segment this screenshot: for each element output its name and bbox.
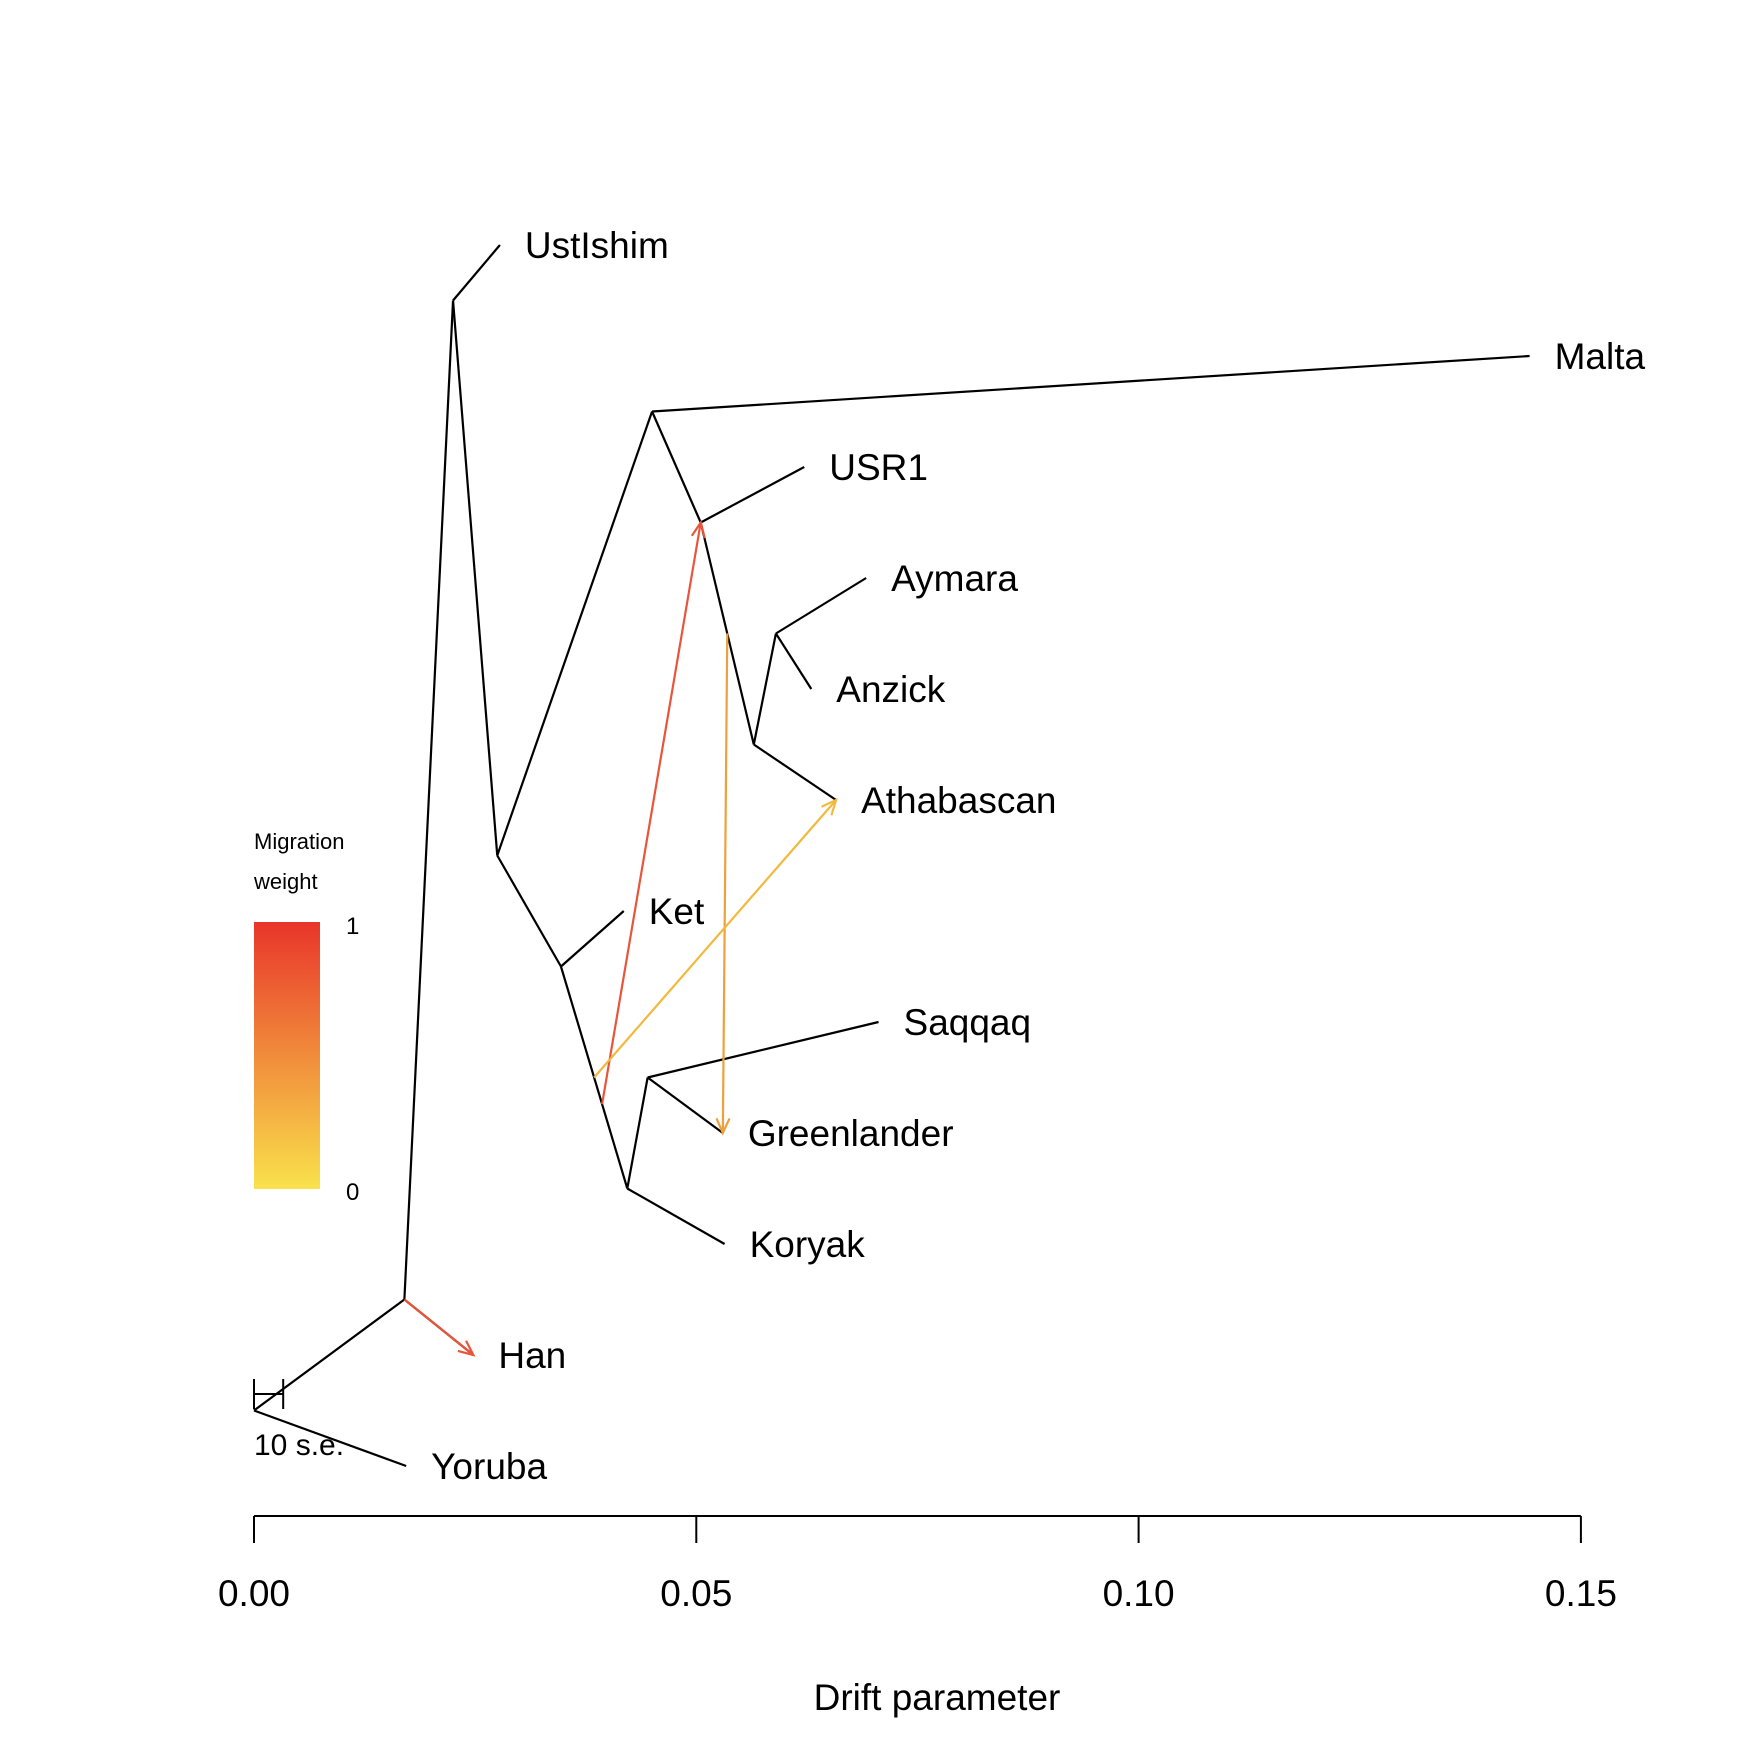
- tree-edge-n3-n4: [496, 411, 654, 856]
- tree-edge-n9-n10: [626, 1077, 649, 1189]
- migration-arrowhead-1: [457, 1340, 476, 1357]
- tree-edge-n9-Koryak: [626, 1187, 726, 1245]
- migration-arrow-n9-to-athabascan: [593, 799, 837, 1079]
- tree-edge-n5-USR1: [700, 466, 805, 524]
- legend-max-label: 1: [346, 913, 359, 940]
- leaf-label-greenlander: Greenlander: [748, 1113, 954, 1154]
- legend-min-label: 0: [346, 1179, 359, 1206]
- migration-arrowhead-3: [821, 797, 838, 816]
- tree-edge-n3-n8: [496, 854, 562, 968]
- scale-bar: 10 s.e.: [253, 1379, 344, 1462]
- tree-edge-n2-n3: [451, 300, 499, 856]
- tree-edges: [253, 244, 1530, 1468]
- leaf-label-anzick: Anzick: [836, 669, 945, 710]
- leaf-label-aymara: Aymara: [891, 558, 1018, 599]
- legend-gradient-bar: [254, 922, 320, 1189]
- legend-title-line1: Migration: [254, 829, 344, 854]
- migration-legend: Migration weight 1 0: [253, 829, 359, 1206]
- leaf-label-han: Han: [498, 1335, 566, 1376]
- scale-bar-label: 10 s.e.: [254, 1429, 344, 1462]
- tree-edge-n1-n2: [403, 300, 455, 1300]
- tree-edge-n4-n5: [651, 411, 702, 523]
- migration-arrow-n1-to-han: [403, 1298, 475, 1356]
- legend-title-line2: weight: [253, 869, 318, 894]
- leaf-label-koryak: Koryak: [750, 1224, 866, 1265]
- tree-edge-n6-n7: [752, 633, 777, 745]
- migration-arrowhead-0: [690, 519, 706, 539]
- leaf-label-malta: Malta: [1555, 336, 1646, 377]
- leaf-label-yoruba: Yoruba: [431, 1446, 547, 1487]
- migration-edges: [403, 519, 838, 1357]
- tree-edge-root-Yoruba: [253, 1409, 407, 1468]
- x-axis-title: Drift parameter: [814, 1677, 1061, 1718]
- leaf-label-athabascan: Athabascan: [861, 780, 1056, 821]
- tree-edge-root-n1: [253, 1298, 406, 1412]
- tree-edge-n2-UstIshim: [452, 244, 501, 302]
- tree-edge-n10-Greenlander: [646, 1076, 724, 1134]
- x-tick-label: 0.15: [1545, 1573, 1617, 1614]
- tree-edge-n6-Athabascan: [753, 743, 837, 801]
- x-tick-label: 0.05: [660, 1573, 732, 1614]
- leaf-label-ustishim: UstIshim: [525, 225, 669, 266]
- leaf-labels: UstIshim Malta USR1 Aymara Anzick Athabascan K…: [431, 225, 1645, 1487]
- tree-edge-n7-Aymara: [775, 577, 867, 635]
- migration-arrowhead-2: [715, 1117, 731, 1136]
- leaf-label-saqqaq: Saqqaq: [904, 1002, 1032, 1043]
- migration-arrow-n6-to-greenlander: [721, 633, 729, 1134]
- tree-edge-n10-Saqqaq: [647, 1020, 879, 1079]
- x-tick-label: 0.00: [218, 1573, 290, 1614]
- leaf-label-ket: Ket: [649, 891, 705, 932]
- tree-edge-n4-Malta: [652, 354, 1530, 413]
- migration-arrow-n9-to-n5: [601, 522, 702, 1105]
- x-axis: 0.00 0.05 0.10 0.15: [218, 1515, 1617, 1614]
- leaf-label-usr1: USR1: [829, 447, 928, 488]
- x-tick-label: 0.10: [1103, 1573, 1175, 1614]
- tree-edge-n7-Anzick: [774, 632, 813, 690]
- tree-edge-n8-Ket: [560, 910, 625, 968]
- tree-edge-n8-n9: [559, 966, 629, 1189]
